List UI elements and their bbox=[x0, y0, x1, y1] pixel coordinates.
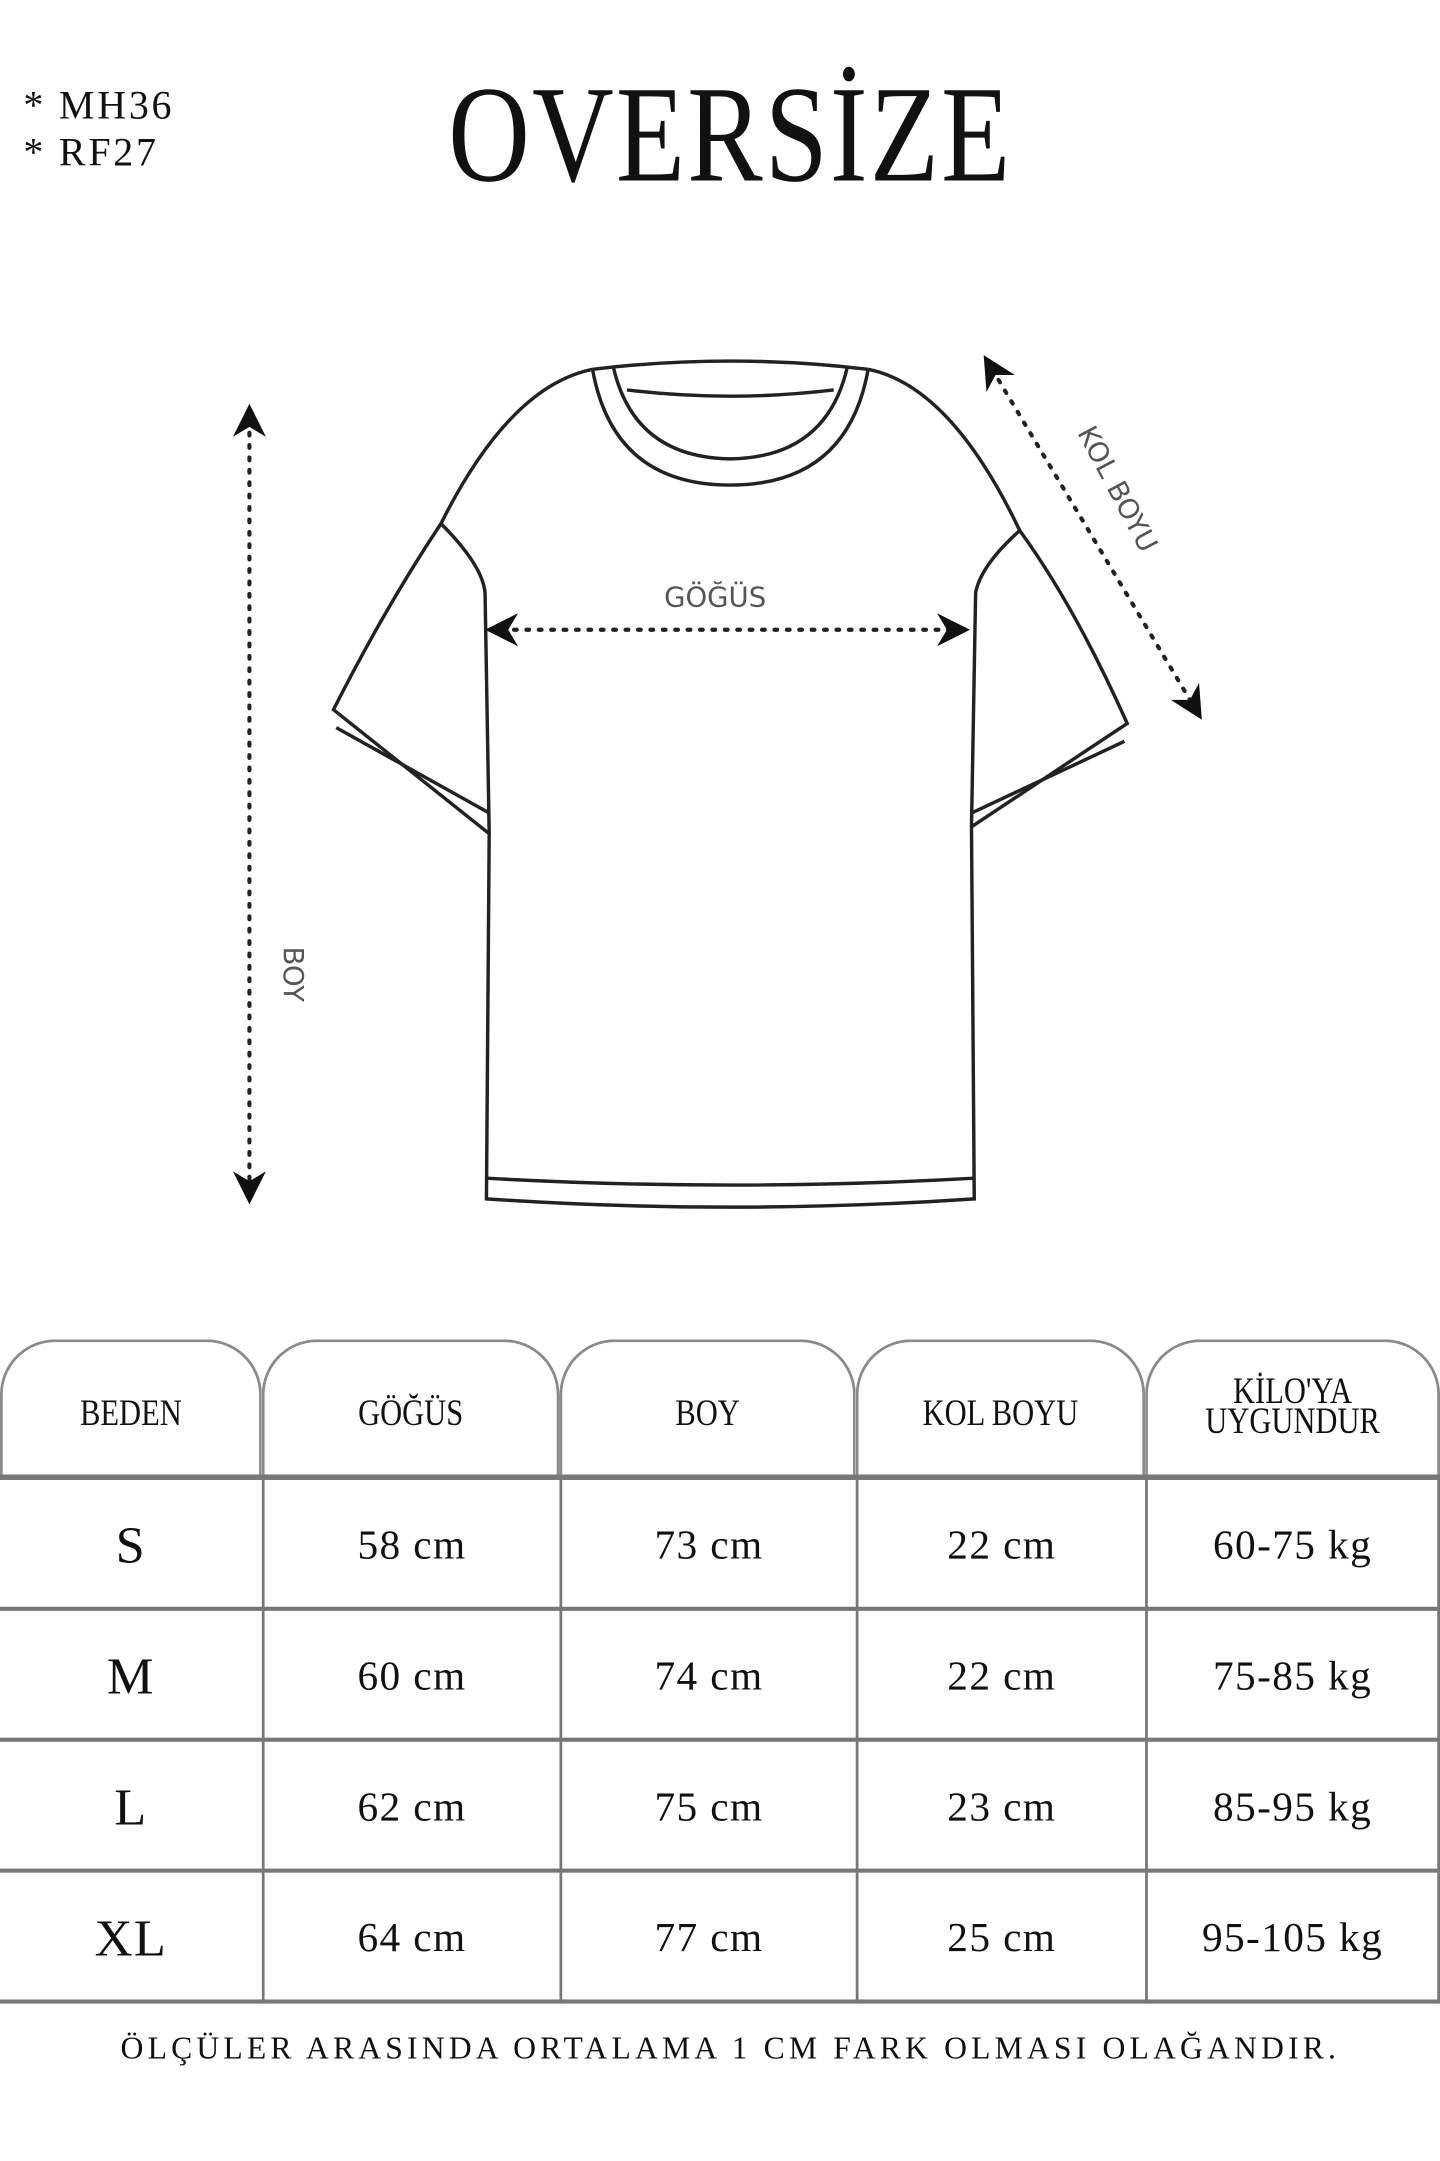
value-cell: 22 cm bbox=[855, 1610, 1145, 1742]
header-chest: GÖĞÜS bbox=[261, 1339, 560, 1475]
table-row: XL 64 cm 77 cm 25 cm 95-105 kg bbox=[0, 1872, 1440, 2004]
value-cell: 77 cm bbox=[559, 1872, 855, 2004]
value-cell: 22 cm bbox=[855, 1479, 1145, 1611]
value-cell: 73 cm bbox=[559, 1479, 855, 1611]
table-row: S 58 cm 73 cm 22 cm 60-75 kg bbox=[0, 1479, 1440, 1611]
header-sleeve: KOL BOYU bbox=[855, 1339, 1146, 1475]
value-cell: 60 cm bbox=[261, 1610, 560, 1742]
value-cell: 75 cm bbox=[559, 1741, 855, 1873]
value-cell: 23 cm bbox=[855, 1741, 1145, 1873]
sleeve-label: KOL BOYU bbox=[1071, 421, 1164, 558]
footer-note: ÖLÇÜLER ARASINDA ORTALAMA 1 CM FARK OLMA… bbox=[120, 2031, 1341, 2066]
value-cell: 25 cm bbox=[855, 1872, 1145, 2004]
header-length: BOY bbox=[559, 1339, 856, 1475]
product-code: * MH36 bbox=[23, 84, 175, 129]
value-cell: 62 cm bbox=[261, 1741, 560, 1873]
size-cell: M bbox=[106, 1647, 155, 1706]
product-code: * RF27 bbox=[23, 130, 159, 176]
value-cell: 75-85 kg bbox=[1145, 1610, 1440, 1742]
length-label: BOY bbox=[277, 947, 309, 1003]
table-row: M 60 cm 74 cm 22 cm 75-85 kg bbox=[0, 1610, 1440, 1742]
measure-arrows bbox=[232, 355, 1202, 1205]
sleeve-arrow bbox=[983, 355, 1202, 720]
tshirt-diagram: GÖĞÜS BOY KOL BOYU bbox=[232, 355, 1202, 1209]
page-title: OVERSİZE bbox=[448, 57, 1013, 211]
size-cell: XL bbox=[94, 1909, 168, 1968]
header-weight: KİLO'YA UYGUNDUR bbox=[1145, 1339, 1440, 1475]
size-cell: L bbox=[114, 1778, 148, 1837]
value-cell: 60-75 kg bbox=[1145, 1479, 1440, 1611]
table-row: L 62 cm 75 cm 23 cm 85-95 kg bbox=[0, 1741, 1440, 1873]
value-cell: 64 cm bbox=[261, 1872, 560, 2004]
value-cell: 85-95 kg bbox=[1145, 1741, 1440, 1873]
header-size: BEDEN bbox=[0, 1339, 262, 1475]
size-cell: S bbox=[115, 1516, 147, 1575]
value-cell: 58 cm bbox=[261, 1479, 560, 1611]
product-codes: * MH36 * RF27 bbox=[23, 83, 174, 177]
value-cell: 74 cm bbox=[559, 1610, 855, 1742]
table-body: S 58 cm 73 cm 22 cm 60-75 kg M 60 cm 74 cm 22 cm… bbox=[0, 1474, 1440, 2004]
tshirt-outline bbox=[331, 359, 1130, 1209]
chest-label: GÖĞÜS bbox=[664, 579, 766, 613]
value-cell: 95-105 kg bbox=[1145, 1872, 1440, 2004]
